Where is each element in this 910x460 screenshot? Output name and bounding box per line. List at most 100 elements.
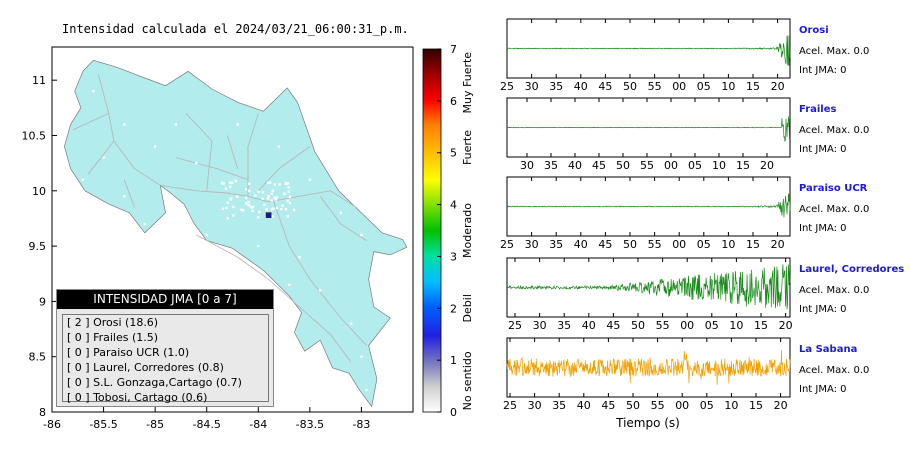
station-jma: Int JMA: 0 (799, 384, 847, 395)
station-dot (365, 388, 368, 392)
waveform-panel: 25 30 35 40 45 50 55 00 05 10 15 20 Paraiso UCR Acel.… (500, 176, 869, 251)
x-tick-label: -83 (352, 418, 370, 431)
station-dot (288, 195, 292, 199)
legend-item: [ 0 ] Frailes (1.5) (67, 331, 159, 344)
costa-rica-land (64, 59, 408, 408)
y-tick-label: 11 (32, 74, 46, 87)
waveform-tick-label: 40 (577, 399, 591, 412)
x-tick-label: -85 (146, 418, 164, 431)
legend-title: INTENSIDAD JMA [0 a 7] (57, 290, 273, 309)
waveform-trace (506, 350, 791, 385)
waveform-tick-label: 45 (598, 80, 612, 93)
station-dot (349, 322, 353, 325)
station-dot (266, 197, 270, 200)
waveform-tick-label: 15 (736, 159, 750, 172)
station-name: Frailes (799, 104, 837, 115)
x-tick-label: -86 (43, 418, 61, 431)
station-dot (247, 203, 250, 207)
station-dot (123, 123, 126, 126)
waveform-tick-label: 35 (557, 319, 571, 332)
legend-item: [ 0 ] Tobosi, Cartago (0.6) (67, 391, 208, 404)
station-dot (174, 123, 177, 126)
road-line (257, 146, 311, 192)
waveform-tick-label: 05 (705, 319, 719, 332)
waveform-tick-label: 40 (568, 159, 582, 172)
waveform-tick-label: 35 (549, 80, 563, 93)
station-accel: Acel. Max. 0.0 (799, 365, 869, 376)
waveform-tick-label: 55 (648, 80, 662, 93)
waveform-tick-label: 05 (697, 80, 711, 93)
waveform-tick-label: 35 (552, 399, 566, 412)
waveform-tick-label: 30 (528, 399, 542, 412)
waveform-tick-label: 25 (508, 319, 522, 332)
waveform-tick-label: 55 (640, 159, 654, 172)
road-line (226, 135, 239, 169)
station-dot (92, 90, 95, 93)
waveform-tick-label: 50 (623, 80, 637, 93)
station-dot (286, 199, 289, 202)
waveform-panel: 30 35 40 45 50 55 00 05 10 15 20 Frailes Acel. Max. … (506, 97, 869, 172)
station-dot (123, 195, 126, 198)
station-dot (261, 197, 264, 200)
station-dot (224, 187, 228, 190)
station-dot (339, 211, 342, 215)
legend-item: [ 0 ] Paraiso UCR (1.0) (67, 346, 190, 359)
waveform-panel: 25 30 35 40 45 50 55 00 05 10 15 20 La Sabana Acel. M… (503, 337, 869, 412)
waveform-trace (506, 193, 791, 218)
station-dot (248, 182, 251, 185)
station-dot (240, 208, 243, 211)
waveform-tick-label: 00 (675, 399, 689, 412)
waveform-tick-label: 35 (549, 238, 563, 251)
station-dot (232, 205, 235, 209)
road-line (185, 113, 213, 191)
waveform-tick-label: 25 (500, 238, 514, 251)
station-dot (226, 201, 229, 204)
station-accel: Acel. Max. 0.0 (799, 46, 869, 57)
waveform-tick-label: 30 (533, 319, 547, 332)
station-accel: Acel. Max. 0.0 (799, 125, 869, 136)
waveform-tick-label: 20 (771, 80, 785, 93)
y-tick-label: 9.5 (29, 240, 47, 253)
station-dot (284, 182, 288, 185)
map-title: Intensidad calculada el 2024/03/21_06:00… (62, 22, 409, 36)
station-dot (248, 189, 251, 193)
waveform-tick-label: 45 (592, 159, 606, 172)
station-dot (257, 216, 260, 219)
waveform-tick-label: 15 (746, 80, 760, 93)
waveform-tick-label: 50 (623, 238, 637, 251)
station-dot (229, 198, 232, 201)
waveform-tick-label: 15 (749, 399, 763, 412)
waveform-tick-label: 25 (500, 80, 514, 93)
waveform-trace (506, 116, 791, 143)
station-name: Orosi (799, 25, 829, 36)
waveform-tick-label: 40 (582, 319, 596, 332)
station-dot (267, 194, 270, 198)
station-dot (236, 195, 239, 198)
station-dot (232, 214, 235, 217)
y-tick-label: 10.5 (22, 129, 47, 142)
station-dot (273, 183, 276, 186)
station-dot (254, 194, 257, 197)
station-dot (288, 201, 292, 205)
x-tick-label: -83.5 (296, 418, 324, 431)
station-dot (153, 145, 157, 148)
station-dot (244, 202, 248, 205)
waveform-panel: 25 30 35 40 45 50 55 00 05 10 15 20 Orosi Acel. Max. … (500, 18, 869, 93)
station-dot (257, 190, 260, 193)
station-dot (221, 181, 224, 185)
waveform-tick-label: 40 (574, 80, 588, 93)
station-dot (275, 206, 279, 209)
x-tick-label: -85.5 (89, 418, 117, 431)
road-line (72, 112, 109, 131)
station-dot (102, 156, 105, 159)
station-dot (245, 196, 248, 200)
station-dot (308, 178, 312, 181)
station-dot (278, 183, 281, 186)
waveform-tick-label: 45 (598, 238, 612, 251)
waveform-tick-label: 05 (700, 399, 714, 412)
waveform-tick-label: 55 (651, 399, 665, 412)
station-dot (257, 244, 260, 248)
y-tick-label: 10 (32, 185, 46, 198)
legend-item: [ 2 ] Orosi (18.6) (67, 316, 159, 329)
